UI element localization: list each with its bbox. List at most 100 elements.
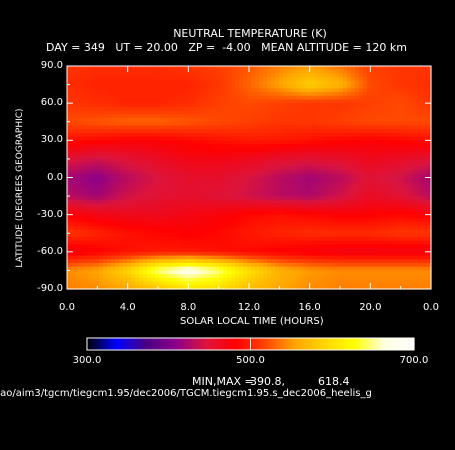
heatmap-cell xyxy=(91,136,96,141)
heatmap-cell xyxy=(191,214,196,219)
heatmap-cell xyxy=(187,136,192,141)
heatmap-cell xyxy=(311,177,316,182)
heatmap-cell xyxy=(155,147,160,153)
heatmap-cell xyxy=(323,106,328,112)
heatmap-cell xyxy=(399,192,404,197)
heatmap-cell xyxy=(107,184,112,190)
heatmap-cell xyxy=(227,248,232,253)
heatmap-cell xyxy=(111,92,116,97)
heatmap-cell xyxy=(107,95,112,101)
heatmap-cell xyxy=(147,114,152,119)
heatmap-cell xyxy=(187,207,192,212)
heatmap-cell xyxy=(235,132,240,138)
heatmap-cell xyxy=(103,129,108,134)
heatmap-cell xyxy=(179,77,184,82)
heatmap-cell xyxy=(231,132,236,138)
heatmap-cell xyxy=(135,199,140,205)
heatmap-cell xyxy=(271,80,276,86)
heatmap-cell xyxy=(267,158,272,164)
heatmap-cell xyxy=(107,92,112,97)
heatmap-cell xyxy=(391,166,396,171)
heatmap-cell xyxy=(127,151,132,156)
heatmap-cell xyxy=(395,262,400,268)
heatmap-cell xyxy=(231,166,236,171)
heatmap-cell xyxy=(103,118,108,123)
heatmap-cell xyxy=(83,158,88,164)
heatmap-cell xyxy=(319,80,324,86)
heatmap-cell xyxy=(339,259,344,264)
heatmap-cell xyxy=(95,166,100,171)
heatmap-cell xyxy=(183,199,188,205)
heatmap-cell xyxy=(99,136,104,141)
heatmap-cell xyxy=(407,158,412,164)
heatmap-cell xyxy=(375,207,380,212)
heatmap-cell xyxy=(187,84,192,89)
heatmap-cell xyxy=(279,125,284,130)
heatmap-cell xyxy=(147,199,152,205)
heatmap-cell xyxy=(319,158,324,164)
heatmap-cell xyxy=(323,121,328,127)
heatmap-cell xyxy=(171,84,176,89)
heatmap-cell xyxy=(195,214,200,219)
heatmap-cell xyxy=(407,140,412,145)
heatmap-cell xyxy=(379,188,384,193)
heatmap-cell xyxy=(307,132,312,138)
heatmap-cell xyxy=(315,132,320,138)
heatmap-cell xyxy=(343,80,348,86)
heatmap-cell xyxy=(99,192,104,197)
heatmap-cell xyxy=(135,118,140,123)
heatmap-cell xyxy=(347,155,352,160)
heatmap-cell xyxy=(135,147,140,153)
heatmap-cell xyxy=(391,66,396,71)
heatmap-cell xyxy=(239,103,244,108)
heatmap-cell xyxy=(367,170,372,175)
heatmap-cell xyxy=(259,147,264,153)
heatmap-cell xyxy=(383,218,388,223)
heatmap-cell xyxy=(195,106,200,112)
heatmap-cell xyxy=(303,177,308,182)
heatmap-cell xyxy=(263,181,268,186)
heatmap-cell xyxy=(99,184,104,190)
heatmap-cell xyxy=(175,125,180,130)
heatmap-cell xyxy=(83,244,88,249)
heatmap-cell xyxy=(275,196,280,201)
heatmap-cell xyxy=(175,110,180,115)
heatmap-cell xyxy=(403,95,408,101)
heatmap-cell xyxy=(103,84,108,89)
heatmap-cell xyxy=(195,66,200,71)
heatmap-cell xyxy=(167,251,172,257)
heatmap-cell xyxy=(223,80,228,86)
heatmap-cell xyxy=(239,199,244,205)
heatmap-cell xyxy=(315,240,320,245)
heatmap-cell xyxy=(303,118,308,123)
heatmap-cell xyxy=(215,73,220,78)
heatmap-cell xyxy=(427,118,432,123)
heatmap-cell xyxy=(415,118,420,123)
heatmap-cell xyxy=(67,244,72,249)
heatmap-cell xyxy=(427,214,432,219)
heatmap-cell xyxy=(419,170,424,175)
heatmap-cell xyxy=(235,110,240,115)
heatmap-cell xyxy=(423,240,428,245)
heatmap-cell xyxy=(407,125,412,130)
heatmap-cell xyxy=(383,170,388,175)
heatmap-cell xyxy=(423,203,428,208)
heatmap-cell xyxy=(255,203,260,208)
heatmap-cell xyxy=(275,73,280,78)
heatmap-cell xyxy=(191,151,196,156)
heatmap-cell xyxy=(339,132,344,138)
heatmap-cell xyxy=(275,110,280,115)
heatmap-cell xyxy=(343,218,348,223)
heatmap-cell xyxy=(283,251,288,257)
heatmap-cell xyxy=(259,106,264,112)
heatmap-cell xyxy=(347,203,352,208)
heatmap-cell xyxy=(403,203,408,208)
heatmap-cell xyxy=(187,144,192,149)
heatmap-cell xyxy=(151,129,156,134)
heatmap-cell xyxy=(307,244,312,249)
heatmap-cell xyxy=(195,158,200,164)
heatmap-cell xyxy=(123,121,128,127)
heatmap-cell xyxy=(427,80,432,86)
heatmap-cell xyxy=(347,151,352,156)
heatmap-cell xyxy=(295,106,300,112)
